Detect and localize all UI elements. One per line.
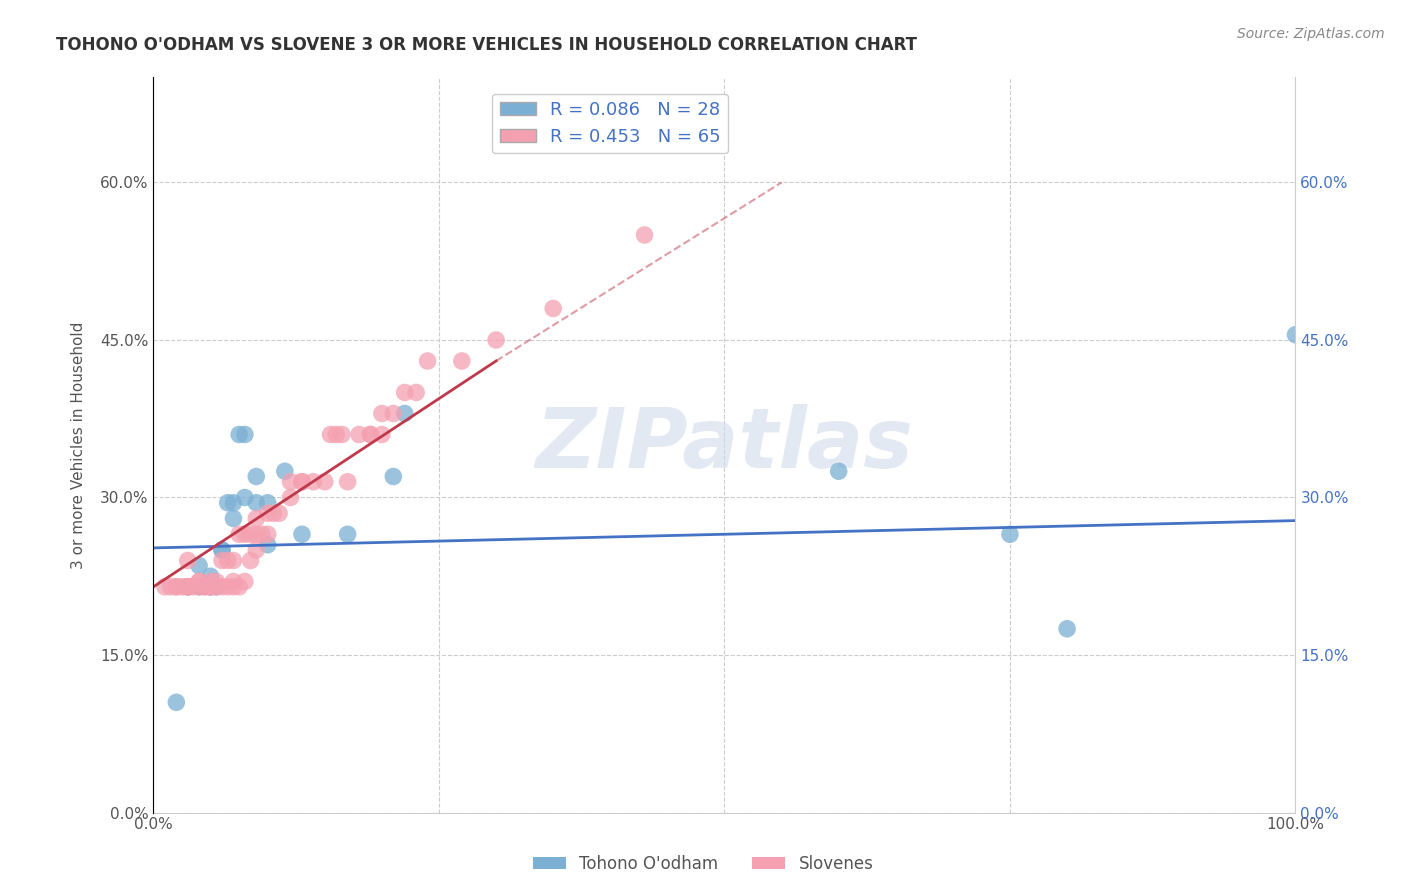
Point	[188, 574, 211, 589]
Point	[382, 407, 405, 421]
Point	[205, 580, 228, 594]
Point	[416, 354, 439, 368]
Point	[1056, 622, 1078, 636]
Point	[159, 580, 181, 594]
Point	[177, 580, 200, 594]
Point	[200, 580, 222, 594]
Point	[245, 543, 267, 558]
Point	[336, 475, 359, 489]
Point	[217, 496, 239, 510]
Point	[233, 527, 256, 541]
Point	[382, 469, 405, 483]
Point	[245, 511, 267, 525]
Point	[359, 427, 381, 442]
Point	[541, 301, 564, 316]
Point	[359, 427, 381, 442]
Point	[188, 580, 211, 594]
Point	[228, 580, 250, 594]
Point	[256, 538, 278, 552]
Point	[1284, 327, 1306, 342]
Text: TOHONO O'ODHAM VS SLOVENE 3 OR MORE VEHICLES IN HOUSEHOLD CORRELATION CHART: TOHONO O'ODHAM VS SLOVENE 3 OR MORE VEHI…	[56, 36, 917, 54]
Point	[170, 580, 193, 594]
Point	[200, 580, 222, 594]
Point	[239, 527, 262, 541]
Point	[256, 496, 278, 510]
Point	[217, 553, 239, 567]
Point	[256, 506, 278, 520]
Point	[371, 407, 394, 421]
Point	[274, 464, 297, 478]
Point	[188, 574, 211, 589]
Point	[200, 580, 222, 594]
Point	[239, 553, 262, 567]
Point	[217, 580, 239, 594]
Point	[222, 553, 245, 567]
Point	[200, 569, 222, 583]
Point	[314, 475, 336, 489]
Legend: R = 0.086   N = 28, R = 0.453   N = 65: R = 0.086 N = 28, R = 0.453 N = 65	[492, 94, 728, 153]
Point	[827, 464, 849, 478]
Text: ZIPatlas: ZIPatlas	[536, 404, 914, 485]
Point	[188, 558, 211, 573]
Point	[347, 427, 370, 442]
Point	[394, 407, 416, 421]
Point	[394, 385, 416, 400]
Point	[211, 553, 233, 567]
Point	[280, 475, 302, 489]
Point	[330, 427, 353, 442]
Point	[405, 385, 427, 400]
Point	[291, 475, 314, 489]
Point	[194, 580, 217, 594]
Point	[245, 527, 267, 541]
Point	[165, 580, 187, 594]
Point	[319, 427, 342, 442]
Point	[450, 354, 472, 368]
Point	[211, 580, 233, 594]
Point	[211, 543, 233, 558]
Point	[269, 506, 291, 520]
Point	[245, 469, 267, 483]
Point	[336, 527, 359, 541]
Point	[302, 475, 325, 489]
Point	[485, 333, 508, 347]
Point	[183, 580, 205, 594]
Point	[222, 580, 245, 594]
Legend: Tohono O'odham, Slovenes: Tohono O'odham, Slovenes	[526, 848, 880, 880]
Point	[177, 580, 200, 594]
Point	[165, 580, 187, 594]
Point	[165, 695, 187, 709]
Point	[153, 580, 176, 594]
Point	[211, 543, 233, 558]
Point	[233, 574, 256, 589]
Text: Source: ZipAtlas.com: Source: ZipAtlas.com	[1237, 27, 1385, 41]
Point	[228, 427, 250, 442]
Point	[233, 427, 256, 442]
Point	[325, 427, 347, 442]
Point	[998, 527, 1021, 541]
Point	[200, 574, 222, 589]
Point	[200, 580, 222, 594]
Point	[245, 496, 267, 510]
Point	[256, 527, 278, 541]
Point	[233, 491, 256, 505]
Point	[291, 475, 314, 489]
Point	[222, 574, 245, 589]
Point	[205, 580, 228, 594]
Point	[188, 580, 211, 594]
Point	[250, 527, 273, 541]
Y-axis label: 3 or more Vehicles in Household: 3 or more Vehicles in Household	[72, 321, 86, 569]
Point	[177, 553, 200, 567]
Point	[280, 491, 302, 505]
Point	[194, 580, 217, 594]
Point	[222, 496, 245, 510]
Point	[222, 511, 245, 525]
Point	[205, 574, 228, 589]
Point	[228, 527, 250, 541]
Point	[177, 580, 200, 594]
Point	[262, 506, 284, 520]
Point	[291, 527, 314, 541]
Point	[177, 580, 200, 594]
Point	[371, 427, 394, 442]
Point	[633, 227, 655, 242]
